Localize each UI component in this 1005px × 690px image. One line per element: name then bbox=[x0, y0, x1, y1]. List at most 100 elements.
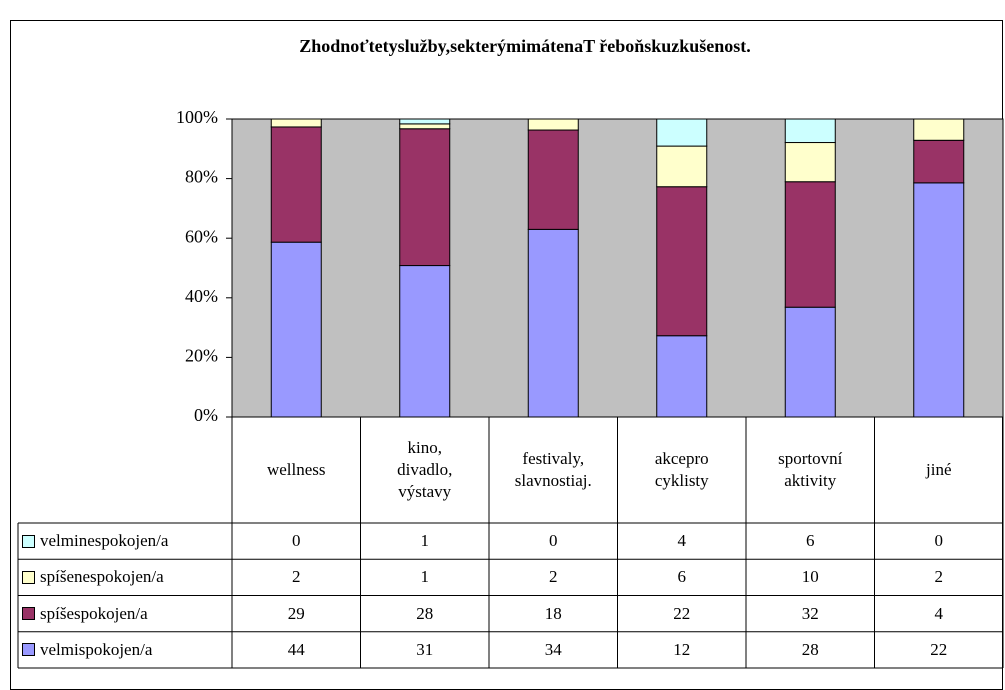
plot-area bbox=[231, 118, 1004, 418]
cell-text: 32 bbox=[801, 603, 819, 623]
cell-text: 28 bbox=[416, 603, 434, 623]
bar-segment bbox=[270, 118, 322, 128]
table-value: 0 bbox=[232, 523, 361, 559]
cell-text: 12 bbox=[673, 639, 691, 659]
cell-text: 0 bbox=[549, 531, 558, 551]
x-category-label: festivaly, slavnostiaj. bbox=[489, 417, 618, 523]
table-value: 29 bbox=[232, 596, 361, 632]
y-tick-label: 60% bbox=[185, 226, 218, 246]
legend-entry: spíšenespokojen/a bbox=[18, 559, 232, 595]
bar-segment bbox=[527, 129, 579, 230]
table-value: 6 bbox=[618, 559, 747, 595]
bar-segment bbox=[656, 186, 708, 337]
bar-segment bbox=[527, 228, 579, 418]
table-value: 31 bbox=[361, 632, 490, 668]
y-tick-label: 40% bbox=[185, 286, 218, 306]
x-category-label: kino, divadlo, výstavy bbox=[361, 417, 490, 523]
bar-segment bbox=[784, 306, 836, 418]
cell-text: 6 bbox=[677, 567, 687, 587]
table-value: 28 bbox=[361, 596, 490, 632]
bar-segment bbox=[270, 241, 322, 418]
bar-segment bbox=[784, 181, 836, 308]
cell-text: wellness bbox=[266, 460, 326, 479]
legend-entry: velmispokojen/a bbox=[18, 632, 232, 668]
table-value: 4 bbox=[618, 523, 747, 559]
table-value: 10 bbox=[746, 559, 875, 595]
chart-title: Zhodnoťtetyslužby,sekterýmimátenaT řeboň… bbox=[299, 36, 751, 56]
bar-segment bbox=[270, 126, 322, 243]
cell-text: 31 bbox=[416, 639, 434, 659]
table-value: 1 bbox=[361, 523, 490, 559]
table-value: 34 bbox=[489, 632, 618, 668]
table-value: 22 bbox=[618, 596, 747, 632]
cell-text: 28 bbox=[801, 639, 819, 659]
cell-text: 1 bbox=[420, 567, 430, 587]
bar-segment bbox=[656, 335, 708, 418]
cell-text: 6 bbox=[806, 531, 815, 551]
cell-text: 10 bbox=[801, 567, 819, 587]
cell-text: festivaly, slavnostiaj. bbox=[514, 449, 592, 490]
cell-text: 0 bbox=[292, 531, 301, 551]
table-value: 12 bbox=[618, 632, 747, 668]
cell-text: 22 bbox=[673, 603, 691, 623]
x-category-label: sportovní aktivity bbox=[746, 417, 875, 523]
y-tick-label: 80% bbox=[185, 167, 218, 187]
cell-text: 1 bbox=[420, 531, 430, 551]
legend-entry: velminespokojen/a bbox=[18, 523, 232, 559]
y-tick-label: 20% bbox=[185, 346, 218, 366]
y-tick-label: 0% bbox=[194, 405, 218, 425]
legend-swatch bbox=[22, 534, 35, 548]
table-value: 0 bbox=[875, 523, 1004, 559]
bar-segment bbox=[784, 118, 836, 144]
table-value: 6 bbox=[746, 523, 875, 559]
table-value: 2 bbox=[875, 559, 1004, 595]
legend-label: velminespokojen/a bbox=[40, 531, 169, 551]
bar-segment bbox=[656, 145, 708, 188]
y-tick-label: 100% bbox=[176, 107, 218, 127]
table-value: 28 bbox=[746, 632, 875, 668]
table-value: 22 bbox=[875, 632, 1004, 668]
legend-label: spíšenespokojen/a bbox=[40, 567, 164, 587]
bar-segment bbox=[399, 118, 451, 125]
cell-text: 0 bbox=[934, 531, 944, 551]
cell-text: 18 bbox=[544, 603, 562, 623]
cell-text: 2 bbox=[549, 567, 558, 587]
cell-text: 4 bbox=[934, 603, 944, 623]
cell-text: kino, divadlo, výstavy bbox=[397, 438, 453, 501]
bar-segment bbox=[399, 265, 451, 418]
cell-text: akcepro cyklisty bbox=[654, 449, 709, 490]
bar-segment bbox=[913, 139, 965, 184]
table-value: 2 bbox=[232, 559, 361, 595]
legend-swatch bbox=[22, 607, 35, 621]
cell-text: 2 bbox=[292, 567, 301, 587]
bar-segment bbox=[656, 118, 708, 147]
table-value: 2 bbox=[489, 559, 618, 595]
bar-segment bbox=[399, 128, 451, 267]
cell-text: 29 bbox=[287, 603, 305, 623]
table-value: 0 bbox=[489, 523, 618, 559]
bar-segment bbox=[913, 182, 965, 418]
legend-label: velmispokojen/a bbox=[40, 639, 153, 659]
x-category-label: jiné bbox=[875, 417, 1004, 523]
legend-entry: spíšespokojen/a bbox=[18, 596, 232, 632]
cell-text: 44 bbox=[287, 639, 305, 659]
table-value: 1 bbox=[361, 559, 490, 595]
legend-label: spíšespokojen/a bbox=[40, 603, 148, 623]
table-value: 44 bbox=[232, 632, 361, 668]
cell-text: 4 bbox=[677, 531, 687, 551]
x-category-label: akcepro cyklisty bbox=[618, 417, 747, 523]
bar-segment bbox=[913, 118, 965, 141]
bar-segment bbox=[527, 118, 579, 131]
cell-text: 2 bbox=[934, 567, 944, 587]
cell-text: 22 bbox=[930, 639, 948, 659]
bar-segment bbox=[399, 123, 451, 130]
table-value: 18 bbox=[489, 596, 618, 632]
x-category-label: wellness bbox=[232, 417, 361, 523]
cell-text: jiné bbox=[926, 460, 952, 479]
cell-text: sportovní aktivity bbox=[778, 449, 843, 490]
cell-text: 34 bbox=[544, 639, 562, 659]
legend-swatch bbox=[22, 643, 35, 657]
table-value: 4 bbox=[875, 596, 1004, 632]
